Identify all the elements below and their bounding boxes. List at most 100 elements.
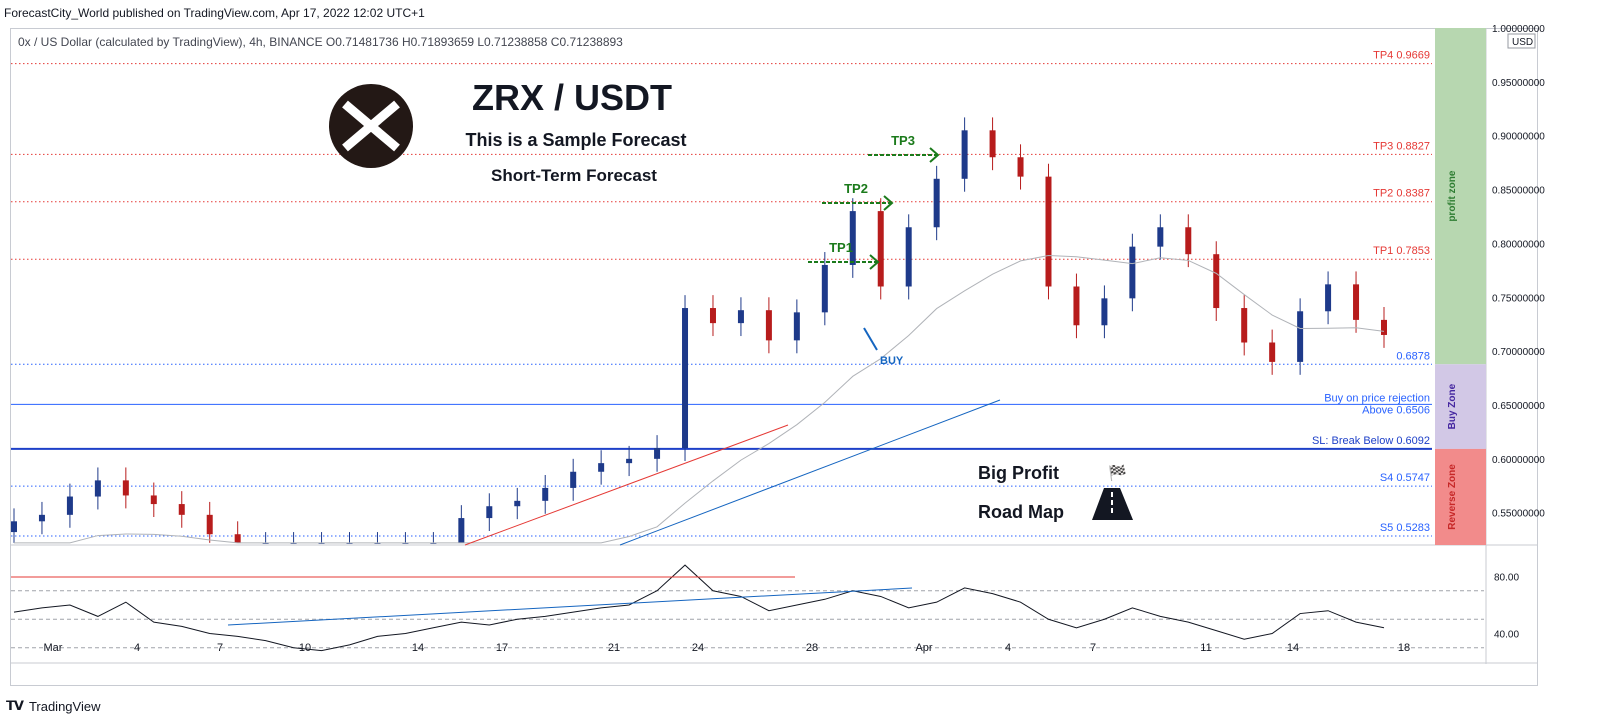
candle-body [570, 471, 577, 488]
y-tick: 0.70000000 [1492, 347, 1545, 358]
candle-body [234, 534, 241, 543]
oscillator-line [13, 564, 1385, 652]
x-tick: 11 [1200, 642, 1211, 654]
buy-pointer [863, 327, 878, 351]
osc-y-tick: 40.00 [1494, 630, 1519, 641]
osc-y-tick: 80.00 [1494, 573, 1519, 584]
footer-brand: TradingView [28, 698, 101, 714]
candle-body [598, 463, 605, 472]
candle-body [122, 480, 129, 496]
chart-title: ZRX / USDT [472, 77, 672, 118]
level-label-6: SL: Break Below 0.6092 [1312, 435, 1430, 447]
candle-body [66, 496, 73, 515]
y-tick: 0.75000000 [1492, 293, 1545, 304]
y-tick: 0.55000000 [1492, 509, 1545, 520]
tradingview-logo-icon: 𝗧𝗩 [6, 698, 24, 713]
x-tick: 4 [134, 642, 140, 654]
x-tick: 24 [692, 642, 704, 654]
x-tick: 7 [1090, 642, 1096, 654]
published-info: ForecastCity_World published on TradingV… [4, 6, 425, 20]
trendline-resistance [464, 424, 789, 546]
candle-body [150, 495, 157, 505]
zrx-logo-mark [342, 100, 400, 152]
candle-body [1269, 342, 1276, 362]
candle-body [94, 480, 101, 497]
candle-body [1297, 311, 1304, 362]
x-tick: 7 [217, 642, 223, 654]
candle-body [1325, 284, 1332, 312]
checkered-flag-icon: 🏁 [1108, 464, 1127, 482]
zone-2 [1435, 448, 1486, 545]
y-tick: 0.80000000 [1492, 239, 1545, 250]
y-tick: 0.65000000 [1492, 401, 1545, 412]
road-map-line-1: Big Profit [978, 463, 1059, 483]
buy-label: BUY [880, 355, 904, 367]
road-map-line-2: Road Map [978, 502, 1064, 522]
x-tick: Apr [915, 642, 932, 654]
candle-body [933, 178, 940, 228]
level-label-5: Buy on price rejection [1324, 392, 1430, 404]
zone-0 [1435, 28, 1486, 365]
candle-body [1381, 319, 1387, 335]
candle-body [1353, 284, 1360, 320]
symbol-info: 0x / US Dollar (calculated by TradingVie… [18, 35, 623, 49]
tp-arrow-head [883, 195, 894, 211]
chart-frame[interactable] [10, 28, 1538, 686]
candle-body [821, 264, 828, 313]
level-label-7: S4 0.5747 [1380, 472, 1430, 484]
candle-body [38, 514, 45, 522]
level-label-3: TP1 0.7853 [1373, 245, 1430, 257]
level-label-8: S5 0.5283 [1380, 522, 1430, 534]
candle-body [793, 312, 800, 341]
level-label-4: 0.6878 [1396, 350, 1430, 362]
candle-body [961, 130, 968, 179]
y-tick: 0.95000000 [1492, 78, 1545, 89]
x-tick: 17 [496, 642, 508, 654]
x-tick: 28 [806, 642, 818, 654]
level-label-2: TP2 0.8387 [1373, 188, 1430, 200]
currency-badge [1507, 33, 1536, 49]
y-tick: 0.60000000 [1492, 455, 1545, 466]
candle-body [905, 227, 912, 287]
candle-body [1185, 227, 1192, 255]
trendline-support [619, 399, 1001, 546]
candle-body [737, 310, 744, 324]
y-tick: 1.00000000 [1492, 24, 1545, 35]
level-label-1: TP3 0.8827 [1373, 140, 1430, 152]
candle-body [542, 487, 549, 501]
candle-body [1073, 286, 1080, 326]
candle-body [1213, 254, 1220, 309]
zone-label-0: profit zone [1447, 170, 1458, 222]
moving-average-line [14, 254, 1385, 544]
tp-arrow-label: TP1 [829, 240, 853, 255]
currency-label: USD [1512, 37, 1533, 48]
x-tick: 14 [1287, 642, 1299, 654]
candle-body [765, 310, 772, 341]
level-label-0: TP4 0.9669 [1373, 50, 1430, 62]
osc-support-line [227, 587, 913, 626]
tp-arrow-head [929, 147, 940, 163]
footer: 𝗧𝗩 TradingView [6, 698, 100, 714]
candle-body [1241, 308, 1248, 343]
candle-body [626, 458, 633, 464]
candle-body [486, 506, 493, 519]
candle-body [682, 308, 689, 449]
candle-body [1157, 227, 1164, 247]
tp-arrow-label: TP2 [844, 181, 868, 196]
candle-body [178, 504, 185, 515]
x-tick: 14 [412, 642, 424, 654]
x-tick: Mar [44, 642, 63, 654]
y-tick: 0.85000000 [1492, 186, 1545, 197]
tp-arrow-label: TP3 [891, 133, 915, 148]
chart-subtitle-1: This is a Sample Forecast [465, 130, 686, 150]
y-tick: 0.90000000 [1492, 132, 1545, 143]
candle-body [849, 211, 856, 265]
candle-body [1045, 176, 1052, 287]
candle-body [877, 211, 884, 287]
candle-body [989, 130, 996, 158]
candle-body [11, 521, 17, 533]
candle-body [654, 448, 661, 459]
chart-subtitle-2: Short-Term Forecast [491, 166, 657, 185]
level-label2-5: Above 0.6506 [1362, 404, 1430, 416]
